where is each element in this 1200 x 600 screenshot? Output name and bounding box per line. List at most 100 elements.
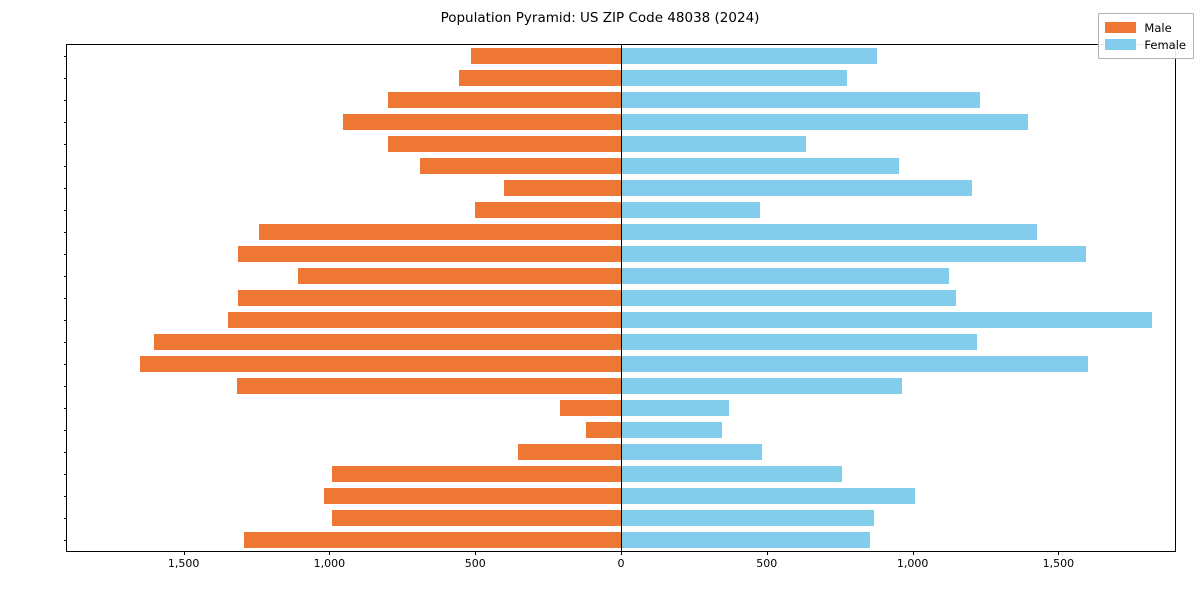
legend-entry-female: Female xyxy=(1105,36,1186,53)
bar-male-67-69 xyxy=(387,136,621,152)
bar-female-under-5 xyxy=(621,532,870,548)
bar-female-40-44 xyxy=(621,290,957,306)
pyramid-row xyxy=(67,202,1175,218)
legend-entry-male: Male xyxy=(1105,19,1186,36)
bar-male-22-24 xyxy=(236,378,621,394)
x-tick-mark xyxy=(621,551,622,555)
legend-swatch-female-icon xyxy=(1105,39,1137,50)
pyramid-row xyxy=(67,510,1175,526)
pyramid-row xyxy=(67,246,1175,262)
pyramid-row xyxy=(67,136,1175,152)
pyramid-row xyxy=(67,356,1175,372)
bar-male-70-74 xyxy=(342,114,621,130)
pyramid-row xyxy=(67,466,1175,482)
bar-female-65-66 xyxy=(621,158,900,174)
bar-male-15-17 xyxy=(332,466,621,482)
bar-male-55-59 xyxy=(259,224,621,240)
bar-female-30-34 xyxy=(621,334,978,350)
y-tick-mark xyxy=(63,254,67,255)
y-tick-mark xyxy=(63,408,67,409)
bar-female-45-49 xyxy=(621,268,950,284)
pyramid-row xyxy=(67,290,1175,306)
chart-title: Population Pyramid: US ZIP Code 48038 (2… xyxy=(440,10,760,26)
y-tick-mark xyxy=(63,78,67,79)
y-tick-mark xyxy=(63,496,67,497)
bar-female-85- xyxy=(621,48,877,64)
bar-male-80-84 xyxy=(459,70,621,86)
bar-male-60-61 xyxy=(475,202,621,218)
pyramid-row xyxy=(67,444,1175,460)
bar-female-20 xyxy=(621,422,723,438)
pyramid-row xyxy=(67,158,1175,174)
y-tick-mark xyxy=(63,540,67,541)
bar-female-50-54 xyxy=(621,246,1087,262)
pyramid-row xyxy=(67,532,1175,548)
bar-female-70-74 xyxy=(621,114,1028,130)
bar-female-22-24 xyxy=(621,378,902,394)
zero-axis-line xyxy=(621,45,622,551)
plot-area: Under 55-910-1415-1718-19202122-2425-293… xyxy=(63,44,1176,570)
x-tick-label: 1,500 xyxy=(1042,557,1075,570)
y-tick-mark xyxy=(63,342,67,343)
bar-female-21 xyxy=(621,400,729,416)
x-tick-label: 500 xyxy=(464,557,486,570)
y-tick-mark xyxy=(63,232,67,233)
x-tick-label: 1,500 xyxy=(167,557,200,570)
bar-male-50-54 xyxy=(238,246,621,262)
y-tick-mark xyxy=(63,166,67,167)
y-tick-mark xyxy=(63,518,67,519)
x-tick-label: 1,000 xyxy=(313,557,346,570)
y-tick-mark xyxy=(63,276,67,277)
x-tick-mark xyxy=(475,551,477,555)
y-tick-mark xyxy=(63,100,67,101)
bar-male-21 xyxy=(560,400,621,416)
legend-label: Female xyxy=(1144,37,1186,52)
y-tick-mark xyxy=(63,298,67,299)
x-tick-mark xyxy=(329,551,331,555)
pyramid-row xyxy=(67,92,1175,108)
pyramid-row xyxy=(67,422,1175,438)
bar-female-5-9 xyxy=(621,510,875,526)
x-tick-mark xyxy=(912,551,914,555)
pyramid-row xyxy=(67,114,1175,130)
x-tick-mark xyxy=(1058,551,1060,555)
bars-layer xyxy=(67,45,1175,551)
bar-male-62-64 xyxy=(504,180,621,196)
bar-male-20 xyxy=(586,422,621,438)
bar-female-75-79 xyxy=(621,92,980,108)
pyramid-row xyxy=(67,268,1175,284)
x-tick-label: 500 xyxy=(756,557,778,570)
bar-female-67-69 xyxy=(621,136,807,152)
bar-male-25-29 xyxy=(139,356,621,372)
bar-female-18-19 xyxy=(621,444,762,460)
legend-label: Male xyxy=(1144,20,1172,35)
bar-male-45-49 xyxy=(298,268,621,284)
bar-female-25-29 xyxy=(621,356,1088,372)
bar-male-40-44 xyxy=(238,290,621,306)
y-tick-mark xyxy=(63,364,67,365)
bar-female-80-84 xyxy=(621,70,847,86)
y-tick-mark xyxy=(63,56,67,57)
x-tick-label: 0 xyxy=(617,557,625,570)
bar-male-under-5 xyxy=(244,532,621,548)
pyramid-row xyxy=(67,70,1175,86)
y-tick-mark xyxy=(63,144,67,145)
bar-female-10-14 xyxy=(621,488,915,504)
bar-female-60-61 xyxy=(621,202,760,218)
y-tick-mark xyxy=(63,320,67,321)
bar-male-5-9 xyxy=(332,510,621,526)
legend-swatch-male-icon xyxy=(1105,22,1137,33)
y-tick-mark xyxy=(63,452,67,453)
pyramid-row xyxy=(67,224,1175,240)
chart-legend: Male Female xyxy=(1098,13,1194,59)
pyramid-row xyxy=(67,378,1175,394)
y-tick-mark xyxy=(63,188,67,189)
y-tick-mark xyxy=(63,210,67,211)
x-tick-label: 1,000 xyxy=(896,557,929,570)
pyramid-row xyxy=(67,488,1175,504)
bar-male-30-34 xyxy=(154,334,621,350)
bar-male-35-39 xyxy=(227,312,621,328)
y-tick-mark xyxy=(63,474,67,475)
x-tick-mark xyxy=(766,551,768,555)
